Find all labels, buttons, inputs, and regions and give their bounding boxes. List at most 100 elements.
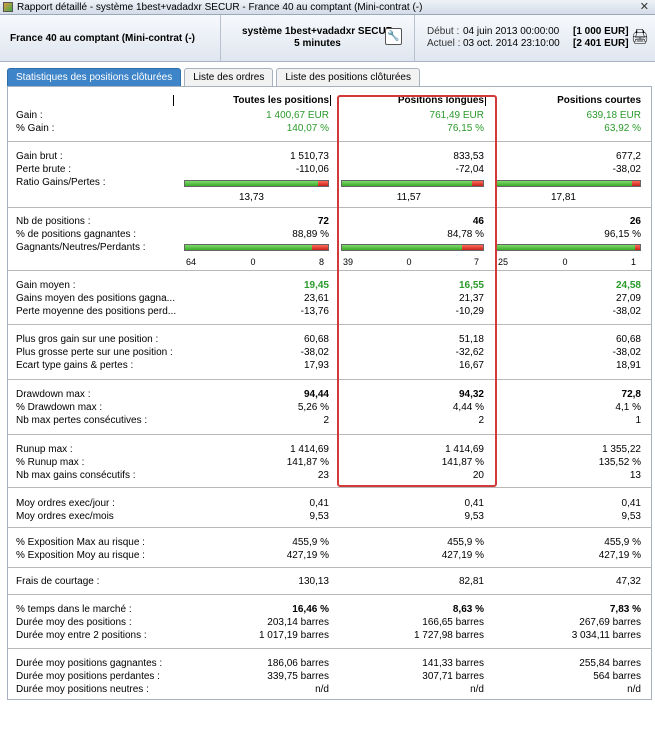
stat-label: Gains moyen des positions gagna... [16,293,175,304]
stat-value-short: -38,02 [612,164,641,175]
date-range-cell: Début : 04 juin 2013 00:00:00 [1 000 EUR… [415,15,655,61]
stat-label: Perte brute : [16,164,72,175]
stat-value-short: -38,02 [612,347,641,358]
stat-row: Drawdown max : 94,44 94,32 72,8 [8,388,651,401]
stat-label: Drawdown max : [16,389,91,400]
win-neutral-loss-bar [341,244,484,251]
stat-label: Runup max : [16,444,73,455]
column-header-long: Positions longues [397,95,484,106]
stat-value-all: 88,89 % [292,229,329,240]
stat-value-all: n/d [315,684,329,695]
stat-row: Gain brut : 1 510,73 833,53 677,2 [8,150,651,163]
start-label: Début : [427,26,460,37]
stat-value-long: 141,33 barres [422,658,484,669]
ratio-value: 11,57 [396,192,421,203]
stat-row: Nb max gains consécutifs : 23 20 13 [8,469,651,482]
tab-closed-positions-stats[interactable]: Statistiques des positions clôturées [7,68,182,86]
stat-value-long: 46 [472,216,484,227]
stat-value-short: 26 [629,216,641,227]
stat-label: Plus gros gain sur une position : [16,334,159,345]
stat-row: Perte brute : -110,06 -72,04 -38,02 [8,163,651,176]
stat-value-all: 130,13 [298,576,329,587]
stat-value-long: 166,65 barres [422,617,484,628]
stat-value-short: 4,1 % [615,402,641,413]
stat-value-long: 16,67 [458,360,484,371]
stat-value-all: 94,44 [303,389,329,400]
losers-segment [312,245,328,250]
stat-value-all: 5,26 % [297,402,329,413]
stat-value-short: 7,83 % [609,604,641,615]
wrench-icon[interactable]: 🔧 [385,28,402,45]
stat-value-all: -13,76 [300,306,329,317]
section-divider [8,379,651,380]
losers-count: 8 [319,257,325,267]
win-neutral-loss-bar [496,244,641,251]
stat-row: % Exposition Max au risque : 455,9 % 455,9… [8,536,651,549]
stat-value-short: 677,2 [615,151,641,162]
stat-value-long: -32,62 [455,347,484,358]
stat-value-all: 427,19 % [286,550,329,561]
stat-value-long: 2 [478,415,484,426]
stats-panel: Toutes les positions Positions longues P… [7,86,652,700]
stat-value-long: 94,32 [458,389,484,400]
stat-label: Ratio Gains/Pertes : [16,177,106,188]
report-header: France 40 au comptant (Mini-contrat (-) … [0,15,655,62]
stat-value-short: 9,53 [621,511,641,522]
stat-value-short: 3 034,11 barres [571,630,641,641]
losers-count: 1 [631,257,637,267]
stat-value-short: 1 [635,415,641,426]
stat-value-all: 2 [323,415,329,426]
stat-row: Durée moy positions perdantes : 339,75 ba… [8,670,651,683]
stat-label: Durée moy entre 2 positions : [16,630,147,641]
long-positions-highlight [337,95,497,487]
stat-label: Perte moyenne des positions perd... [16,306,177,317]
stat-value-long: 455,9 % [447,537,484,548]
ratio-gains-losses-bar [341,180,484,187]
stat-value-long: 307,71 barres [422,671,484,682]
close-button[interactable]: ✕ [639,1,649,13]
stat-row: Gain moyen : 19,45 16,55 24,58 [8,279,651,292]
stat-row: % temps dans le marché : 16,46 % 8,63 % 7,8… [8,603,651,616]
stat-value-all: 0,41 [309,498,329,509]
stat-value-all: 1 414,69 [290,444,329,455]
section-divider [8,324,651,325]
section-divider [8,434,651,435]
printer-icon[interactable]: 🖨 [631,28,649,44]
stat-row: Frais de courtage : 130,13 82,81 47,32 [8,575,651,588]
tab-orders-list[interactable]: Liste des ordres [184,68,274,86]
stat-value-long: -72,04 [455,164,484,175]
stat-value-short: 96,15 % [604,229,641,240]
stat-row: Gains moyen des positions gagna... 23,61 2… [8,292,651,305]
app-icon [3,2,13,12]
stat-value-long: 16,55 [458,280,484,291]
stat-value-short: -38,02 [612,306,641,317]
start-date: 04 juin 2013 00:00:00 [463,26,560,37]
ratio-gains-losses-bar [184,180,329,187]
tab-closed-positions-list[interactable]: Liste des positions clôturées [276,68,420,86]
stat-value-short: 24,58 [615,280,641,291]
stat-row: Nb max pertes consécutives : 2 2 1 [8,414,651,427]
stat-label: % Drawdown max : [16,402,103,413]
stat-row: Nb de positions : 72 46 26 [8,215,651,228]
stat-value-short: 0,41 [621,498,641,509]
stat-label: Nb max pertes consécutives : [16,415,148,426]
losses-segment [471,181,483,186]
stat-label: Gagnants/Neutres/Perdants : [16,242,146,253]
stat-value-all: 23,61 [303,293,329,304]
stat-value-all: 141,87 % [286,457,329,468]
section-divider [8,648,651,649]
losers-count: 7 [474,257,480,267]
stat-label: Durée moy positions perdantes : [16,671,160,682]
stat-value-long: 82,81 [458,576,484,587]
system-name: système 1best+vadadxr SECUR [242,26,393,37]
end-date: 03 oct. 2014 23:10:00 [463,38,560,49]
stat-value-long: -10,29 [455,306,484,317]
stat-value-all: 1 400,67 EUR [266,110,329,121]
column-separator [330,95,331,106]
stat-row: Runup max : 1 414,69 1 414,69 1 355,22 [8,443,651,456]
stat-value-short: 47,32 [615,576,641,587]
stat-value-short: 564 barres [593,671,641,682]
window-titlebar: Rapport détaillé - système 1best+vadadxr… [0,0,655,15]
stat-row: % Runup max : 141,87 % 141,87 % 135,52 % [8,456,651,469]
stat-value-all: 455,9 % [292,537,329,548]
